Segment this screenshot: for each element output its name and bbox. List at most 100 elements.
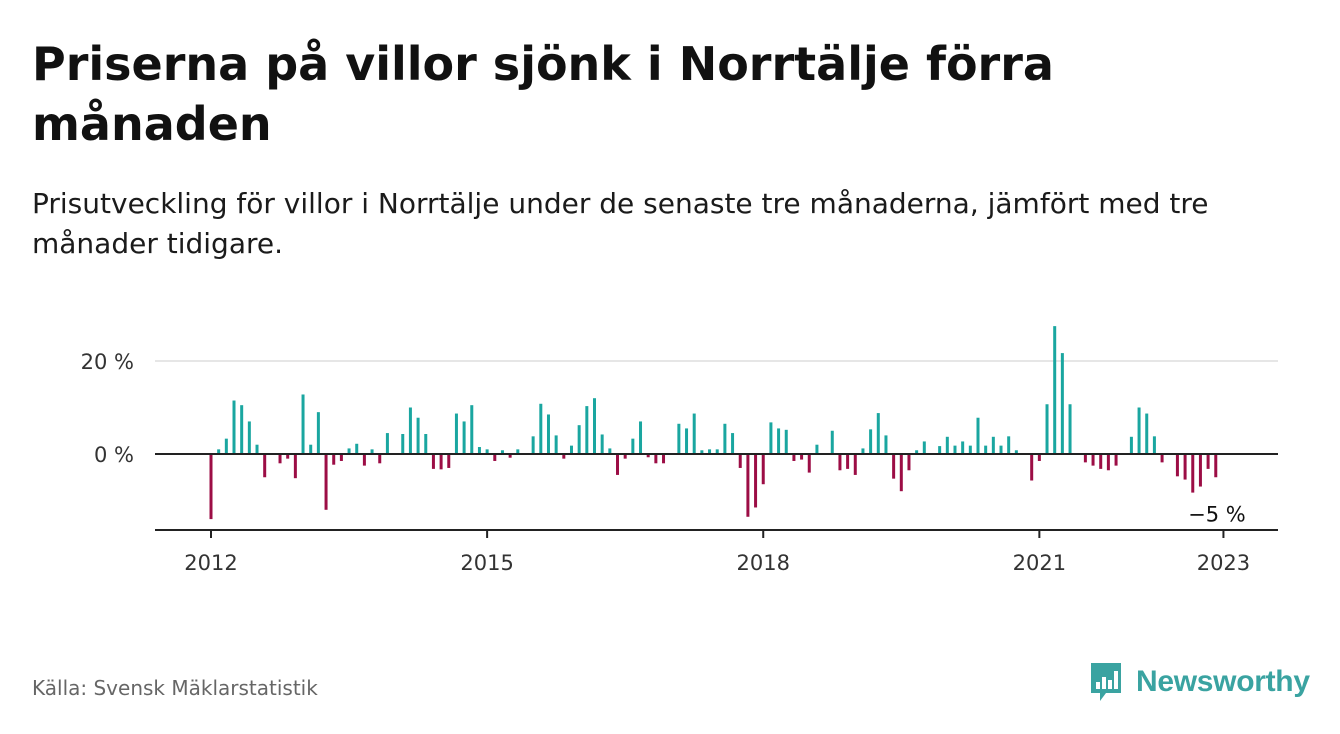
- bar: [516, 449, 520, 454]
- bar: [654, 454, 658, 464]
- bar: [754, 454, 758, 508]
- bar: [861, 448, 865, 454]
- bar: [416, 417, 420, 454]
- bar: [639, 421, 643, 454]
- bar: [1152, 436, 1156, 454]
- bar: [278, 454, 282, 464]
- bar: [1129, 436, 1133, 454]
- bar: [1091, 454, 1095, 466]
- bar: [708, 449, 712, 454]
- bar: [447, 454, 451, 468]
- bar: [585, 406, 589, 454]
- bar: [616, 454, 620, 475]
- bar: [1206, 454, 1210, 469]
- bar: [401, 434, 405, 454]
- bar: [324, 454, 328, 510]
- bar: [677, 423, 681, 454]
- bar: [1053, 326, 1057, 454]
- bar: [485, 449, 489, 454]
- bar: [761, 454, 765, 485]
- x-tick-label: 2012: [184, 551, 237, 575]
- bar: [938, 446, 942, 454]
- bar: [853, 454, 857, 475]
- bar: [1099, 454, 1103, 469]
- bar: [316, 412, 320, 454]
- bar: [723, 423, 727, 454]
- bar: [439, 454, 443, 470]
- bar: [991, 436, 995, 454]
- bar: [777, 428, 781, 454]
- bar: [462, 421, 466, 454]
- bar: [224, 438, 228, 454]
- bar: [769, 422, 773, 454]
- source-note: Källa: Svensk Mäklarstatistik: [32, 676, 318, 700]
- bar: [454, 413, 458, 454]
- bar: [915, 450, 919, 454]
- bar: [500, 450, 504, 454]
- y-tick-label: 0 %: [94, 443, 134, 467]
- bar: [807, 454, 811, 473]
- bar: [1183, 454, 1187, 480]
- bar: [347, 448, 351, 454]
- bar: [247, 421, 251, 454]
- bar: [953, 445, 957, 454]
- bar: [508, 454, 512, 458]
- bar: [731, 433, 735, 454]
- bar: [646, 454, 650, 458]
- bar: [600, 434, 604, 454]
- bar: [554, 435, 558, 454]
- bar: [1014, 450, 1018, 454]
- bar-chart: 20 % 0 % 2012 2015 2018 2021 2023 −5 %: [81, 326, 1278, 575]
- bar: [1106, 454, 1110, 471]
- bar: [1037, 454, 1041, 461]
- bar: [1030, 454, 1034, 481]
- bar: [922, 441, 926, 454]
- bar: [1198, 454, 1202, 487]
- bar: [838, 454, 842, 471]
- bar: [1191, 454, 1195, 493]
- bar: [1045, 404, 1049, 454]
- bar: [470, 405, 474, 454]
- bar: [1160, 454, 1164, 463]
- bar: [784, 429, 788, 454]
- bar: [869, 429, 873, 454]
- bar: [546, 414, 550, 454]
- bar: [531, 436, 535, 454]
- bar: [961, 441, 965, 454]
- chart-subtitle: Prisutveckling för villor i Norrtälje un…: [32, 187, 1209, 260]
- bar: [562, 454, 566, 459]
- bar: [631, 438, 635, 454]
- bar: [255, 444, 259, 454]
- bar: [477, 447, 481, 454]
- x-tick-label: 2021: [1013, 551, 1066, 575]
- bar: [339, 454, 343, 461]
- bar: [815, 444, 819, 454]
- bar: [332, 454, 336, 465]
- bar: [286, 454, 290, 459]
- bar: [700, 450, 704, 454]
- x-tick-label: 2018: [737, 551, 790, 575]
- bar: [232, 400, 236, 454]
- bar: [408, 407, 412, 454]
- bar: [217, 449, 221, 454]
- bar: [539, 403, 543, 454]
- bar: [293, 454, 297, 479]
- chart-title: Priserna på villor sjönk i Norrtälje för…: [32, 37, 1054, 151]
- bar: [692, 413, 696, 454]
- bar: [968, 445, 972, 454]
- bar: [884, 435, 888, 454]
- newsworthy-logo-icon: [1091, 663, 1121, 701]
- bar: [355, 443, 359, 454]
- bar: [830, 430, 834, 454]
- bar: [800, 454, 804, 460]
- bar: [792, 454, 796, 461]
- bar: [876, 413, 880, 454]
- bar: [907, 454, 911, 471]
- bar: [1068, 404, 1072, 454]
- bar: [685, 428, 689, 454]
- bar: [431, 454, 435, 469]
- bar: [424, 434, 428, 454]
- brand-name: Newsworthy: [1136, 665, 1310, 698]
- bar: [1214, 454, 1218, 478]
- labels: 20 % 0 % 2012 2015 2018 2021 2023 −5 %: [81, 350, 1251, 575]
